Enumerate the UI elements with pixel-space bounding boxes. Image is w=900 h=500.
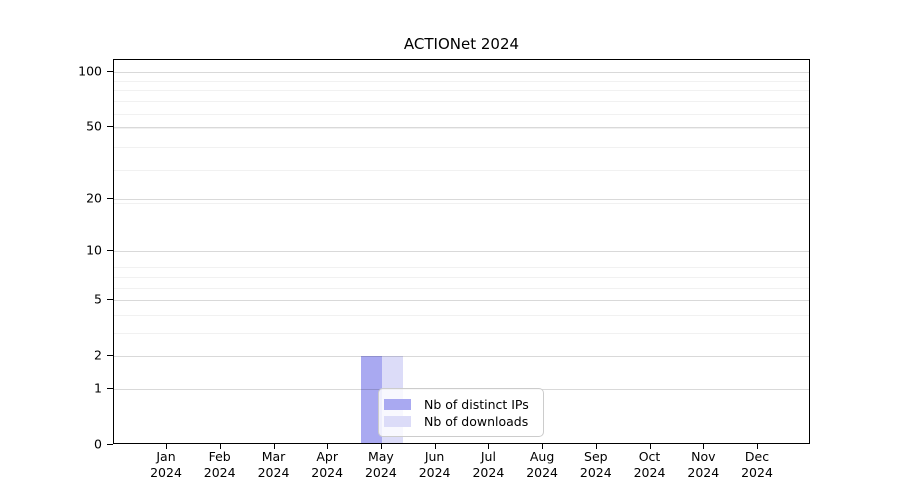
y-tick-label: 100 [78, 63, 102, 79]
x-tick [542, 444, 544, 449]
x-tick-year: 2024 [418, 464, 451, 480]
y-tick-label: 2 [94, 347, 102, 363]
y-tick [107, 70, 113, 72]
x-tick [273, 444, 275, 449]
x-tick-label: Aug 2024 [512, 449, 572, 480]
x-tick [649, 444, 651, 449]
x-tick [380, 444, 382, 449]
y-tick [107, 355, 113, 357]
x-tick-year: 2024 [633, 464, 666, 480]
x-tick-label: Jul 2024 [458, 449, 518, 480]
y-tick-label: 1 [94, 380, 102, 396]
x-tick-month: Oct [638, 449, 661, 464]
x-tick-month: Nov [691, 449, 716, 464]
x-tick-year: 2024 [311, 464, 344, 480]
x-tick-month: Sep [584, 449, 608, 464]
gridline-major [114, 71, 809, 73]
grid-layer [114, 60, 809, 443]
y-tick [107, 387, 113, 389]
gridline-minor [114, 314, 809, 316]
gridline-minor [114, 113, 809, 115]
x-tick-year: 2024 [579, 464, 612, 480]
x-tick-label: Oct 2024 [620, 449, 680, 480]
gridline-minor [114, 80, 809, 82]
legend-label: Nb of distinct IPs [424, 397, 529, 412]
x-tick-label: Dec 2024 [727, 449, 787, 480]
y-tick-label: 10 [86, 242, 102, 258]
gridline-major [114, 198, 809, 200]
x-tick-label: Apr 2024 [297, 449, 357, 480]
x-tick [166, 444, 167, 449]
x-tick [327, 444, 329, 449]
y-tick-label: 20 [86, 190, 102, 206]
x-tick-month: Apr [316, 449, 338, 464]
legend-row: Nb of downloads [384, 413, 539, 430]
x-tick [757, 444, 758, 449]
y-tick [107, 444, 113, 445]
x-tick-label: Jun 2024 [405, 449, 465, 480]
x-tick-label: May 2024 [351, 449, 411, 480]
gridline-minor [114, 202, 809, 204]
gridline-minor [114, 267, 809, 269]
gridline-minor [114, 146, 809, 148]
y-tick [107, 197, 113, 199]
gridline-minor [114, 276, 809, 278]
gridline-minor [114, 90, 809, 92]
x-tick-year: 2024 [472, 464, 505, 480]
x-tick [219, 444, 221, 449]
x-tick-year: 2024 [150, 464, 182, 480]
x-tick-label: Mar 2024 [244, 449, 304, 480]
x-tick-month: Feb [208, 449, 231, 464]
y-tick [107, 125, 113, 127]
y-tick-label: 0 [94, 436, 102, 452]
y-tick [107, 250, 113, 251]
legend-swatch [384, 416, 411, 427]
gridline-major [114, 300, 809, 301]
x-tick-month: May [367, 449, 394, 464]
gridline-minor [114, 287, 809, 289]
gridline-major [114, 126, 809, 128]
gridline-minor [114, 332, 809, 334]
x-tick-year: 2024 [741, 464, 773, 480]
gridline-minor [114, 169, 809, 171]
x-tick-label: Nov 2024 [673, 449, 733, 480]
x-tick-year: 2024 [364, 464, 397, 480]
x-tick [488, 444, 490, 449]
x-tick-year: 2024 [203, 464, 236, 480]
gridline-minor [114, 101, 809, 103]
legend: Nb of distinct IPs Nb of downloads [378, 388, 544, 437]
x-tick-month: Aug [529, 449, 555, 464]
y-tick [107, 299, 113, 300]
legend-swatch [384, 399, 411, 410]
x-tick-year: 2024 [687, 464, 720, 480]
x-tick [434, 444, 436, 449]
x-tick-month: Mar [261, 449, 286, 464]
x-tick-label: Feb 2024 [190, 449, 250, 480]
x-tick-year: 2024 [257, 464, 290, 480]
legend-label: Nb of downloads [424, 414, 529, 429]
x-tick [595, 444, 597, 449]
gridline-minor [114, 128, 809, 130]
x-tick-label: Jan 2024 [136, 449, 196, 480]
x-tick-month: Jun [424, 449, 445, 464]
legend-row: Nb of distinct IPs [384, 396, 539, 413]
gridline-major [114, 251, 809, 252]
x-tick-label: Sep 2024 [566, 449, 626, 480]
x-tick-month: Jul [480, 449, 496, 464]
y-tick-label: 5 [94, 291, 102, 307]
gridline-major [114, 356, 809, 358]
y-tick-label: 50 [86, 118, 102, 134]
x-tick-year: 2024 [526, 464, 558, 480]
chart-title: ACTIONet 2024 [403, 35, 520, 53]
x-tick-month: Jan [156, 449, 176, 464]
x-tick-month: Dec [744, 449, 770, 464]
x-tick [703, 444, 705, 449]
bars-layer [114, 60, 809, 443]
plot-area [113, 59, 810, 444]
